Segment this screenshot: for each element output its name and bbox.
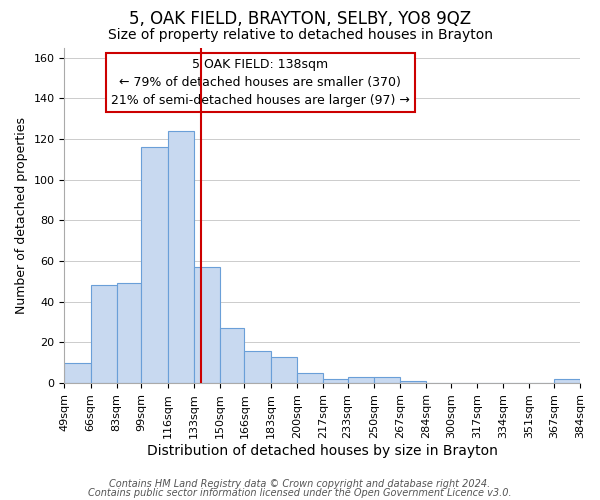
Bar [194, 267, 220, 383]
Bar [374, 377, 400, 383]
Bar [117, 284, 142, 383]
Text: 5 OAK FIELD: 138sqm
← 79% of detached houses are smaller (370)
21% of semi-detac: 5 OAK FIELD: 138sqm ← 79% of detached ho… [111, 58, 410, 106]
Bar [297, 373, 323, 383]
Text: Contains public sector information licensed under the Open Government Licence v3: Contains public sector information licen… [88, 488, 512, 498]
Bar [167, 131, 194, 383]
Bar [64, 363, 91, 383]
X-axis label: Distribution of detached houses by size in Brayton: Distribution of detached houses by size … [147, 444, 497, 458]
Text: 5, OAK FIELD, BRAYTON, SELBY, YO8 9QZ: 5, OAK FIELD, BRAYTON, SELBY, YO8 9QZ [129, 10, 471, 28]
Bar [347, 377, 374, 383]
Bar [91, 286, 117, 383]
Bar [244, 350, 271, 383]
Bar [400, 381, 426, 383]
Y-axis label: Number of detached properties: Number of detached properties [15, 117, 28, 314]
Bar [142, 147, 167, 383]
Bar [271, 356, 297, 383]
Bar [323, 379, 347, 383]
Text: Size of property relative to detached houses in Brayton: Size of property relative to detached ho… [107, 28, 493, 42]
Bar [554, 379, 580, 383]
Text: Contains HM Land Registry data © Crown copyright and database right 2024.: Contains HM Land Registry data © Crown c… [109, 479, 491, 489]
Bar [220, 328, 244, 383]
